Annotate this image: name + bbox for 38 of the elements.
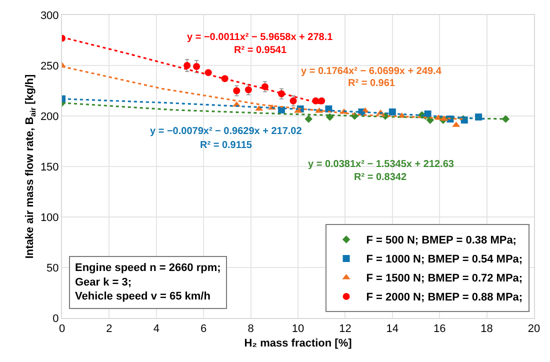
annotation: y = −0.0011x² − 5.9658x + 278.1 <box>187 32 334 43</box>
y-tick-label: 100 <box>40 212 59 224</box>
point <box>184 62 191 69</box>
y-tick-label: 200 <box>40 110 59 123</box>
legend-label: F = 1000 N; BMEP = 0.54 MPa; <box>366 254 523 266</box>
point <box>326 113 334 121</box>
legend-label: F = 500 N; BMEP = 0.38 MPa; <box>366 234 516 247</box>
y-tick-label: 150 <box>40 161 59 174</box>
y-tick-label: 300 <box>40 10 59 22</box>
x-tick-label: 12 <box>339 323 352 336</box>
x-axis-title: H₂ mass fraction [%] <box>244 337 352 350</box>
x-tick-label: 16 <box>433 323 446 336</box>
y-tick-label: 250 <box>40 60 59 72</box>
point <box>204 69 212 76</box>
x-tick-label: 18 <box>480 323 493 336</box>
x-tick-label: 20 <box>528 323 540 336</box>
legend-label: F = 1500 N; BMEP = 0.72 MPa; <box>366 272 523 285</box>
legend-label: F = 2000 N; BMEP = 0.88 MPa; <box>366 292 523 304</box>
annotation: R² = 0.9115 <box>200 140 252 151</box>
x-tick-label: 4 <box>153 323 160 336</box>
annotation: Engine speed n = 2660 rpm; Gear k = 3; Vehicle speed v = 65 km/h <box>75 262 221 303</box>
annotation: R² = 0.9541 <box>234 45 287 56</box>
annotation: R² = 0.961 <box>348 78 396 89</box>
x-tick-label: 8 <box>248 323 254 336</box>
point <box>193 63 200 70</box>
point <box>388 108 396 116</box>
y-tick-label: 50 <box>46 262 59 274</box>
point <box>304 115 313 123</box>
annotation: y = −0.0079x² − 0.9629x + 217.02 <box>150 126 302 137</box>
annotation: y = 0.1764x² − 6.0699x + 249.4 <box>301 66 442 77</box>
annotation: y = 0.0381x² − 1.5345x + 212.63 <box>308 159 454 170</box>
y-tick-label: 0 <box>52 312 59 325</box>
x-tick-label: 6 <box>200 323 207 336</box>
x-tick-label: 14 <box>386 323 399 336</box>
point <box>318 97 326 104</box>
x-tick-label: 2 <box>106 323 112 336</box>
annotation: R² = 0.8342 <box>354 172 407 183</box>
x-tick-label: 10 <box>292 323 304 336</box>
